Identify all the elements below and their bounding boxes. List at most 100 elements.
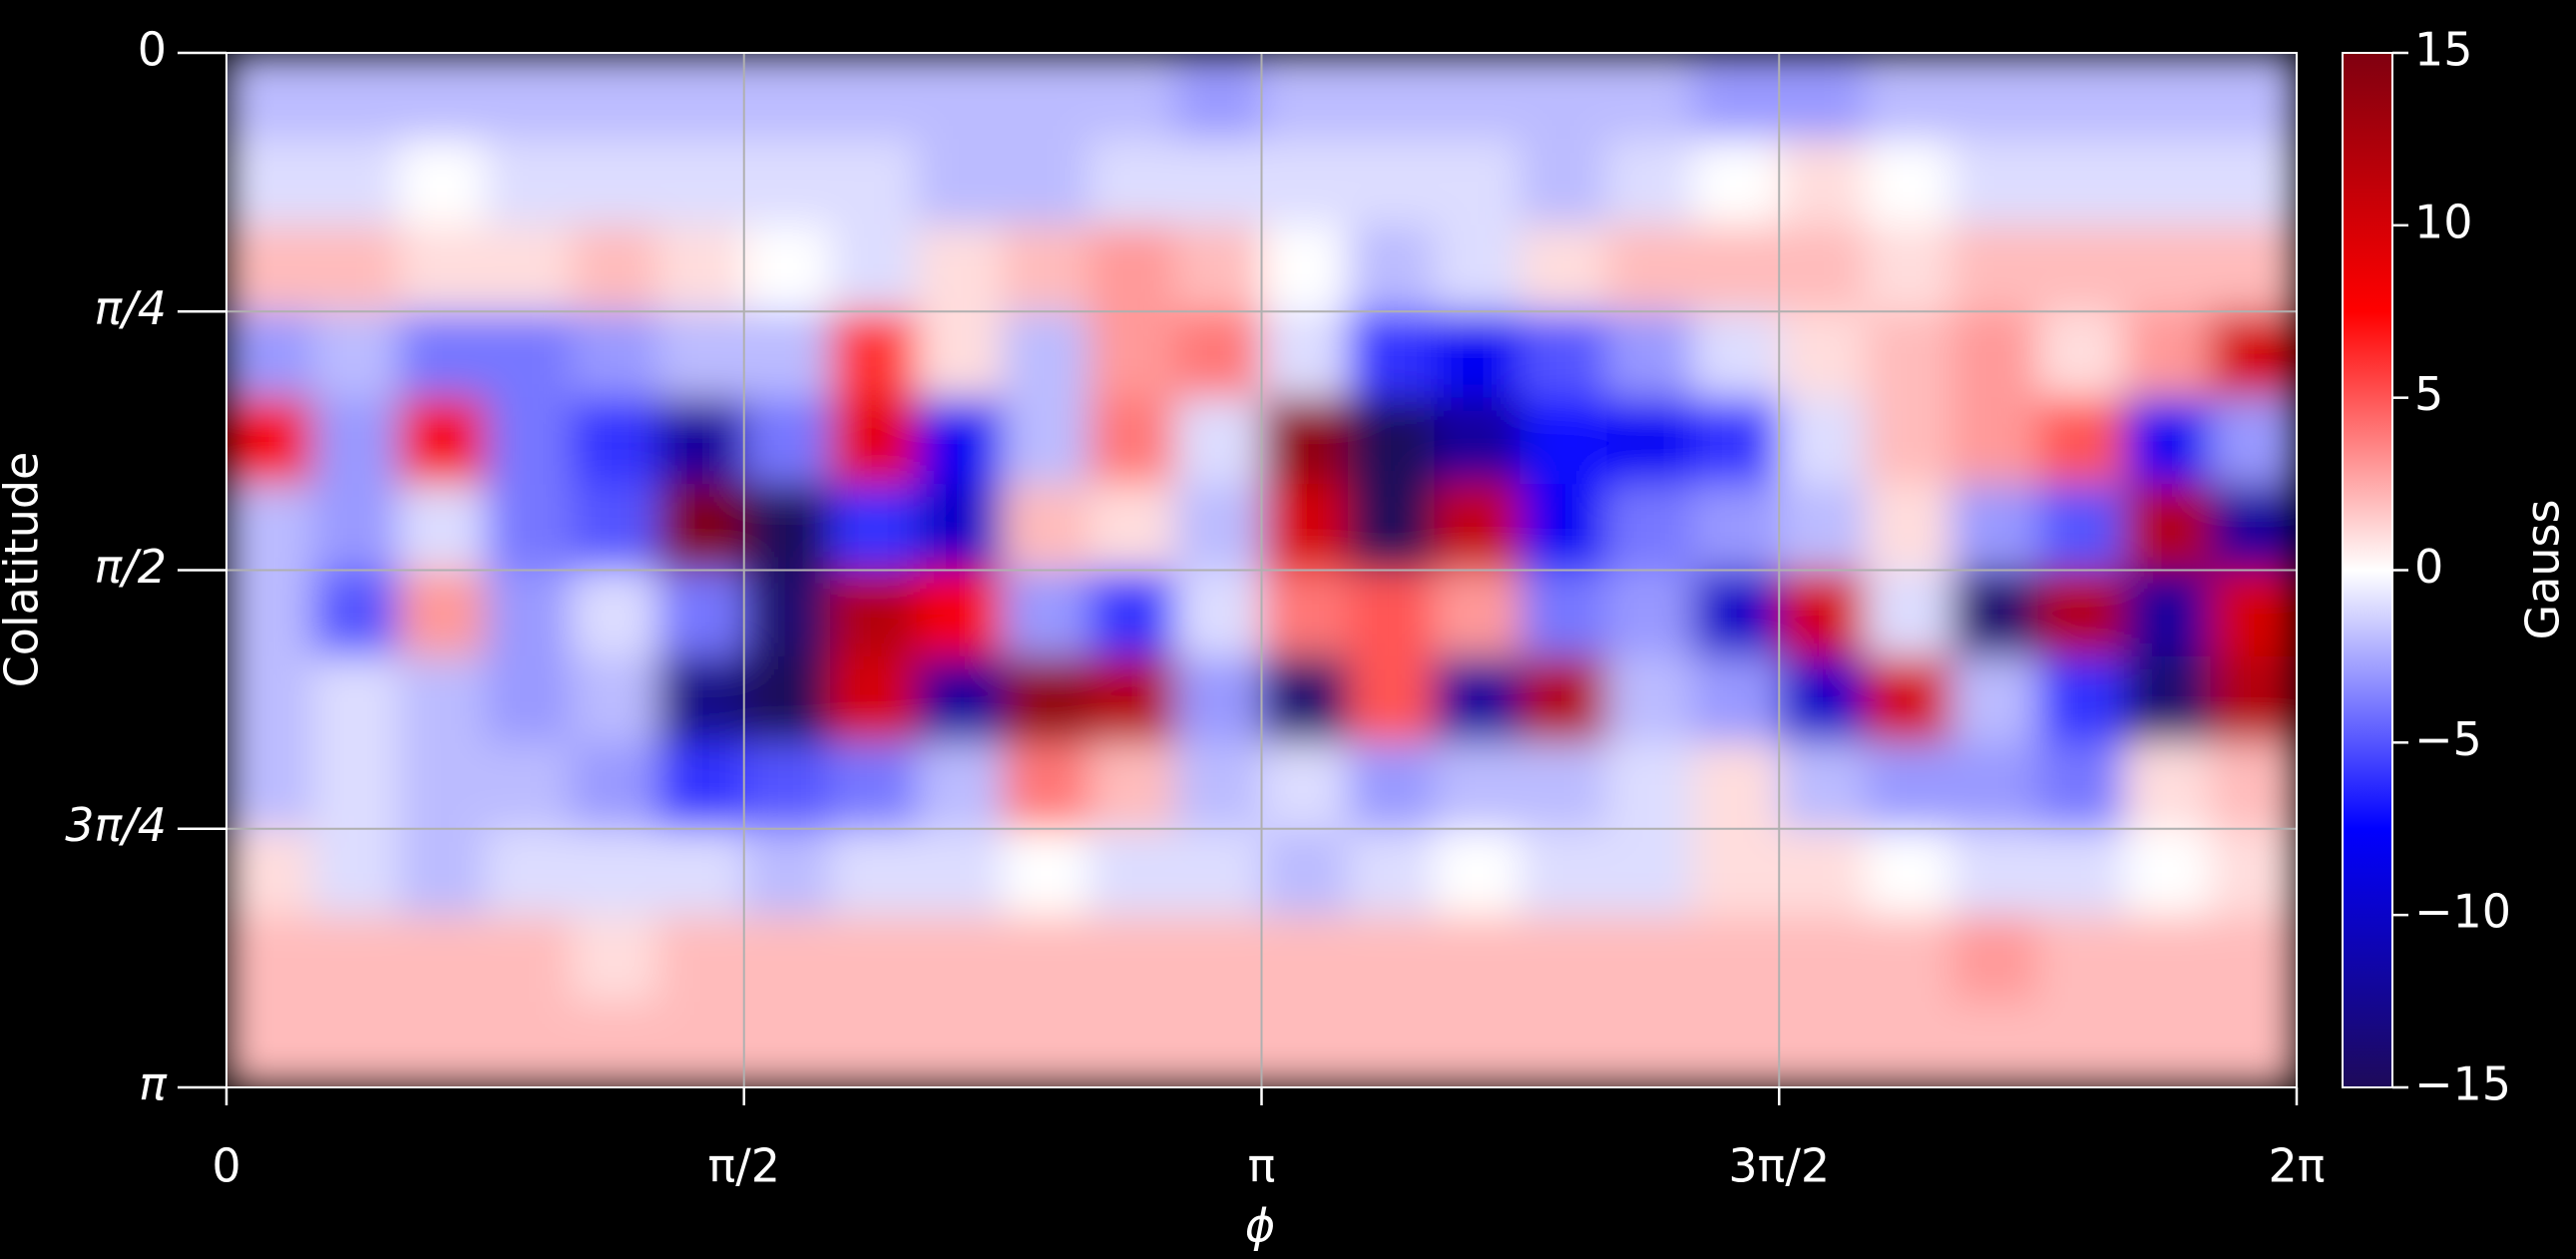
x-axis-label: ϕ xyxy=(1245,1199,1275,1253)
heat-cell xyxy=(2037,915,2125,1003)
x-tick-label: π/2 xyxy=(708,1139,780,1193)
heat-cell xyxy=(398,53,486,140)
heat-cell xyxy=(1175,224,1262,312)
heat-cell xyxy=(2210,484,2297,571)
heat-cell xyxy=(226,742,313,830)
heat-cell xyxy=(830,311,918,399)
colorbar-tick-label: −10 xyxy=(2414,885,2511,939)
heat-cell xyxy=(657,655,745,743)
heat-cell xyxy=(312,915,400,1003)
heat-cell xyxy=(1003,139,1090,226)
heat-cell xyxy=(1434,53,1521,140)
heat-cell xyxy=(2210,311,2297,399)
heat-cell xyxy=(1175,53,1262,140)
heat-cell xyxy=(1606,139,1694,226)
heat-cell xyxy=(1003,397,1090,485)
heat-cell xyxy=(743,655,831,743)
heat-cell xyxy=(1865,742,1952,830)
heat-cell xyxy=(1865,397,1952,485)
y-tick-label: 3π/4 xyxy=(65,798,167,852)
heat-cell xyxy=(830,397,918,485)
heat-cell xyxy=(1003,828,1090,916)
heat-cell xyxy=(830,224,918,312)
heat-cell xyxy=(1003,311,1090,399)
x-tick-label: 3π/2 xyxy=(1728,1139,1830,1193)
heat-cell xyxy=(2124,53,2212,140)
heat-cell xyxy=(312,224,400,312)
heat-cell xyxy=(1606,915,1694,1003)
heat-cell xyxy=(830,828,918,916)
heat-cell xyxy=(1261,570,1349,657)
heat-cell xyxy=(743,828,831,916)
heat-cell xyxy=(312,311,400,399)
heat-cell xyxy=(1434,1001,1521,1087)
heatmap-cells xyxy=(226,53,2297,1087)
y-tick-label: π xyxy=(139,1057,168,1111)
heat-cell xyxy=(1951,397,2039,485)
heat-cell xyxy=(398,224,486,312)
colorbar-tick-label: −5 xyxy=(2414,712,2482,766)
heat-cell xyxy=(1779,139,1867,226)
heat-cell xyxy=(2124,139,2212,226)
heat-cell xyxy=(1692,570,1780,657)
heat-cell xyxy=(226,570,313,657)
heat-cell xyxy=(1088,311,1176,399)
heat-cell xyxy=(743,1001,831,1087)
heat-cell xyxy=(571,915,658,1003)
heat-cell xyxy=(571,311,658,399)
heat-cell xyxy=(2210,828,2297,916)
heat-cell xyxy=(485,397,573,485)
heat-cell xyxy=(1347,139,1435,226)
heat-cell xyxy=(1606,53,1694,140)
heat-cell xyxy=(1692,139,1780,226)
heat-cell xyxy=(743,224,831,312)
heat-cell xyxy=(830,655,918,743)
heat-cell xyxy=(1951,915,2039,1003)
heat-cell xyxy=(1519,655,1607,743)
colorbar-tick-label: 0 xyxy=(2414,540,2443,594)
heat-cell xyxy=(1606,570,1694,657)
heat-cell xyxy=(571,742,658,830)
heat-cell xyxy=(2037,397,2125,485)
heat-cell xyxy=(1003,655,1090,743)
heat-cell xyxy=(657,484,745,571)
heat-cell xyxy=(398,742,486,830)
heat-cell xyxy=(226,915,313,1003)
x-tick-label: π xyxy=(1248,1139,1276,1193)
heat-cell xyxy=(830,1001,918,1087)
heat-cell xyxy=(2124,311,2212,399)
y-tick-label: π/4 xyxy=(95,281,167,335)
heat-cell xyxy=(1261,742,1349,830)
heat-cell xyxy=(1865,311,1952,399)
heat-cell xyxy=(1951,742,2039,830)
heat-cell xyxy=(398,828,486,916)
heat-cell xyxy=(2037,570,2125,657)
heat-cell xyxy=(830,53,918,140)
heat-cell xyxy=(1606,655,1694,743)
heat-cell xyxy=(1261,53,1349,140)
heat-cell xyxy=(1175,311,1262,399)
heat-cell xyxy=(1175,570,1262,657)
heat-cell xyxy=(1347,311,1435,399)
heat-cell xyxy=(1003,742,1090,830)
heat-cell xyxy=(1088,139,1176,226)
heat-cell xyxy=(2037,655,2125,743)
heat-cell xyxy=(916,742,1004,830)
heat-cell xyxy=(571,484,658,571)
heat-cell xyxy=(485,484,573,571)
heat-cell xyxy=(485,224,573,312)
heat-cell xyxy=(1951,53,2039,140)
heat-cell xyxy=(226,655,313,743)
heat-cell xyxy=(1347,915,1435,1003)
heat-cell xyxy=(1088,742,1176,830)
heat-cell xyxy=(1951,570,2039,657)
heat-cell xyxy=(1519,1001,1607,1087)
heat-cell xyxy=(2124,655,2212,743)
heat-cell xyxy=(398,570,486,657)
heat-cell xyxy=(743,311,831,399)
heat-cell xyxy=(1951,311,2039,399)
heat-cell xyxy=(1434,311,1521,399)
heat-cell xyxy=(1261,139,1349,226)
heat-cell xyxy=(916,53,1004,140)
